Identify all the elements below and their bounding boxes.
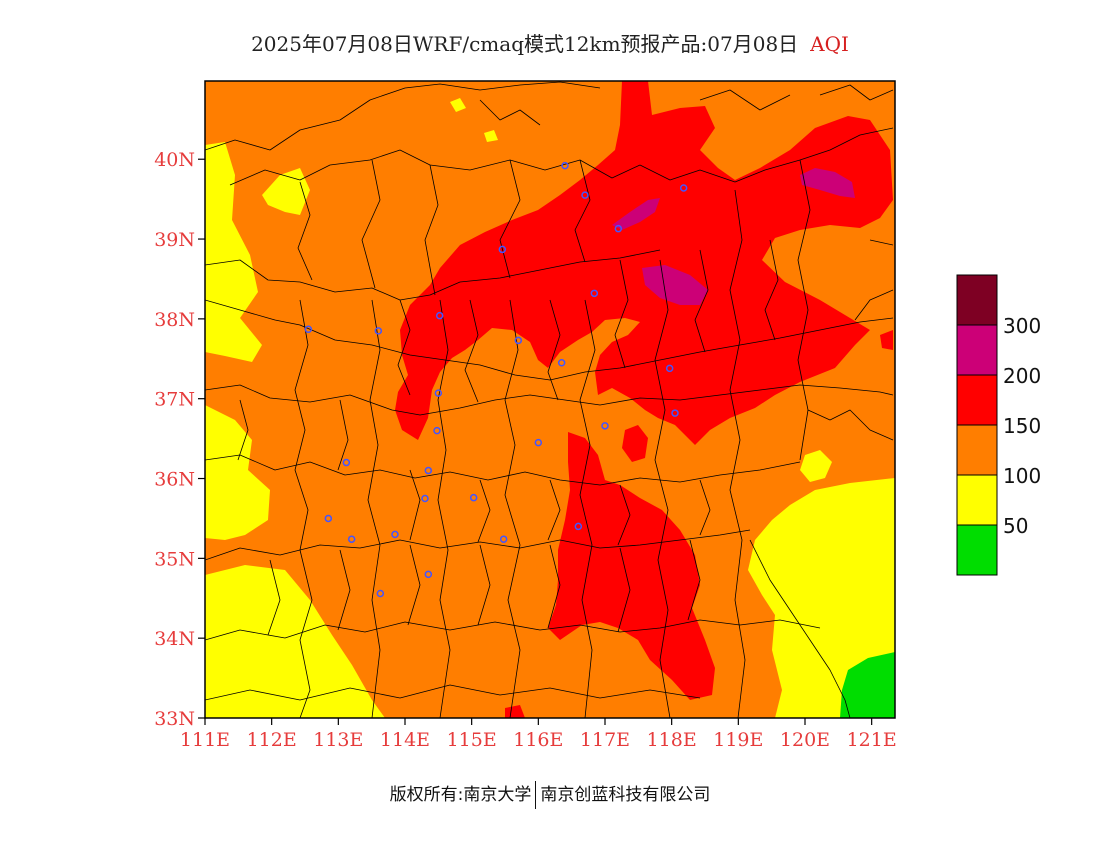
- region-good-southeast: [840, 652, 895, 718]
- lat-tick-label: 33N: [154, 708, 195, 730]
- lat-tick-label: 34N: [154, 628, 195, 650]
- lat-tick-label: 36N: [154, 469, 195, 491]
- region-very-unhealthy-3: [800, 168, 855, 198]
- station-marker: [434, 389, 443, 397]
- plot-border: [204, 80, 896, 719]
- region-moderate-west: [205, 142, 262, 362]
- lon-tick-label: 120E: [780, 729, 830, 751]
- legend-swatch: [956, 424, 998, 476]
- station-marker: [424, 466, 433, 475]
- lon-tick-label: 116E: [513, 729, 563, 751]
- legend-swatch: [956, 374, 998, 426]
- station-marker: [557, 359, 566, 367]
- station-marker: [671, 409, 679, 417]
- copyright-left: 版权所有:南京大学: [389, 785, 532, 805]
- region-moderate-northdot2: [484, 130, 498, 142]
- legend-label: 200: [1003, 364, 1041, 388]
- aqi-field: [205, 81, 895, 718]
- station-marker: [424, 570, 433, 579]
- legend-label: 100: [1003, 464, 1041, 488]
- region-very-unhealthy-2: [612, 198, 660, 230]
- station-marker: [574, 522, 583, 531]
- legend-swatch: [956, 524, 998, 576]
- station-marker: [374, 327, 383, 335]
- station-marker: [498, 245, 507, 254]
- title-text: 2025年07月08日WRF/cmaq模式12km预报产品:07月08日: [251, 32, 799, 56]
- lat-tick-label: 40N: [154, 149, 195, 171]
- station-marker: [614, 224, 623, 233]
- region-unhealthy-north: [395, 81, 893, 445]
- station-marker: [391, 530, 399, 539]
- region-unhealthy-spot2: [505, 705, 525, 718]
- legend-label: 300: [1003, 314, 1041, 338]
- variable-label: AQI: [810, 32, 849, 56]
- station-marker: [665, 364, 674, 373]
- station-marker: [534, 438, 543, 447]
- station-marker: [679, 184, 688, 192]
- region-very-unhealthy-1: [642, 265, 708, 305]
- region-moderate-northdot: [450, 98, 466, 112]
- lat-tick-label: 38N: [154, 309, 195, 331]
- region-unhealthy-spot3: [880, 330, 893, 350]
- legend-label: 50: [1003, 514, 1028, 538]
- legend-swatch: [956, 324, 998, 376]
- station-marker: [581, 191, 589, 199]
- station-marker: [376, 589, 385, 598]
- map-title: 2025年07月08日WRF/cmaq模式12km预报产品:07月08日 AQI: [0, 28, 1100, 57]
- lon-tick-label: 113E: [313, 729, 363, 751]
- station-marker: [347, 535, 356, 543]
- lon-tick-label: 118E: [647, 729, 697, 751]
- latitude-axis: 33N 34N 35N 36N 37N 38N 39N 40N: [154, 149, 205, 730]
- region-moderate-west-mid: [205, 405, 270, 540]
- lat-tick-label: 35N: [154, 548, 195, 570]
- station-marker: [590, 289, 599, 298]
- legend-swatch: [956, 474, 998, 526]
- station-marker: [469, 493, 478, 502]
- lon-tick-label: 119E: [713, 729, 763, 751]
- lon-tick-label: 121E: [847, 729, 897, 751]
- region-unhealthy-spot1: [622, 425, 648, 462]
- station-marker: [435, 311, 444, 320]
- aqi-legend: 50 100 150 200 300: [956, 274, 1041, 576]
- lat-tick-label: 39N: [154, 229, 195, 251]
- legend-label: 150: [1003, 414, 1041, 438]
- lon-tick-label: 112E: [247, 729, 297, 751]
- station-marker: [421, 494, 429, 503]
- station-marker: [499, 535, 508, 543]
- region-moderate-southwest: [205, 565, 385, 718]
- station-marker: [601, 422, 609, 430]
- region-moderate-shandong-tip: [800, 450, 832, 482]
- boundaries: [205, 81, 894, 718]
- station-marker: [514, 336, 523, 345]
- lon-tick-label: 117E: [580, 729, 630, 751]
- station-marker: [433, 426, 441, 435]
- longitude-axis: 111E 112E 113E 114E 115E 116E 117E 118E 119E 120E…: [180, 718, 897, 751]
- lat-tick-label: 37N: [154, 389, 195, 411]
- station-marker: [561, 161, 569, 170]
- copyright-footer: 版权所有:南京大学 南京创蓝科技有限公司: [0, 780, 1100, 809]
- station-markers: [304, 161, 688, 598]
- copyright-right: 南京创蓝科技有限公司: [540, 785, 711, 805]
- station-marker: [342, 458, 351, 467]
- station-marker: [304, 325, 313, 334]
- footer-separator: [535, 781, 537, 809]
- lon-tick-label: 114E: [380, 729, 430, 751]
- region-moderate-southeast: [748, 478, 895, 718]
- station-marker: [324, 514, 333, 523]
- lon-tick-label: 111E: [180, 729, 230, 751]
- region-unhealthy-south: [548, 432, 715, 700]
- lon-tick-label: 115E: [447, 729, 497, 751]
- legend-swatch: [956, 274, 998, 326]
